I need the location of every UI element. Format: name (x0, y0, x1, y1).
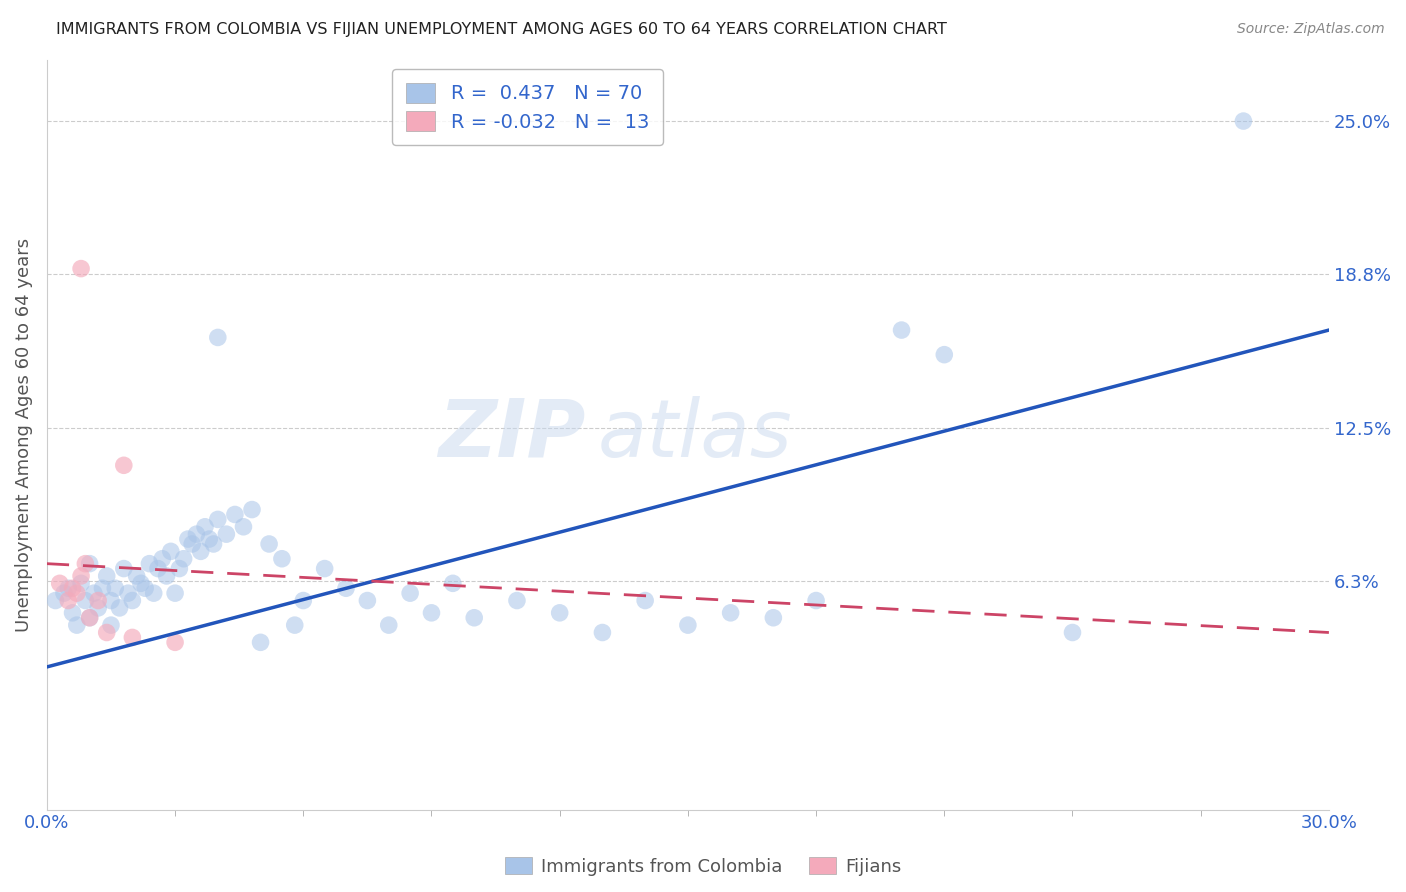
Point (194, 520, 217, 534)
Point (720, 606, 742, 620)
Point (150, 551, 173, 566)
Point (142, 586, 165, 600)
Point (100, 593, 122, 607)
Point (121, 593, 143, 607)
Point (108, 601, 131, 615)
Point (399, 586, 422, 600)
Point (207, 330, 229, 344)
Text: atlas: atlas (598, 395, 793, 474)
Legend: Immigrants from Colombia, Fijians: Immigrants from Colombia, Fijians (498, 850, 908, 883)
Point (129, 576, 152, 591)
Point (215, 527, 238, 541)
Point (100, 618, 122, 632)
Text: Source: ZipAtlas.com: Source: ZipAtlas.com (1237, 22, 1385, 37)
Point (70, 576, 93, 591)
Point (62, 581, 84, 595)
Point (240, 502, 263, 516)
Point (634, 593, 657, 607)
Point (48, 576, 70, 591)
Point (173, 551, 195, 566)
Legend: R =  0.437   N = 70, R = -0.032   N =  13: R = 0.437 N = 70, R = -0.032 N = 13 (392, 70, 662, 145)
Point (202, 537, 225, 551)
Point (232, 520, 254, 534)
Point (591, 625, 613, 640)
Point (335, 581, 357, 595)
Point (676, 618, 699, 632)
Point (548, 606, 571, 620)
Point (134, 581, 156, 595)
Point (87, 593, 110, 607)
Point (117, 586, 139, 600)
Point (420, 606, 443, 620)
Point (934, 348, 956, 362)
Point (155, 569, 177, 583)
Point (356, 593, 378, 607)
Point (96, 625, 118, 640)
Point (169, 561, 191, 575)
Point (58, 581, 80, 595)
Point (165, 635, 187, 649)
Point (44, 593, 66, 607)
Point (146, 561, 169, 575)
Point (177, 532, 200, 546)
Point (890, 323, 912, 337)
Point (190, 544, 212, 558)
Y-axis label: Unemployment Among Ages 60 to 64 years: Unemployment Among Ages 60 to 64 years (15, 237, 32, 632)
Point (1232, 114, 1254, 128)
Point (257, 537, 280, 551)
Point (165, 586, 187, 600)
Text: IMMIGRANTS FROM COLOMBIA VS FIJIAN UNEMPLOYMENT AMONG AGES 60 TO 64 YEARS CORREL: IMMIGRANTS FROM COLOMBIA VS FIJIAN UNEMP… (56, 22, 948, 37)
Point (224, 508, 246, 522)
Point (62, 606, 84, 620)
Point (75, 557, 97, 571)
Point (83, 586, 105, 600)
Point (70, 261, 93, 276)
Point (159, 544, 181, 558)
Point (762, 611, 785, 625)
Point (186, 527, 208, 541)
Point (75, 593, 97, 607)
Point (271, 551, 294, 566)
Point (1062, 625, 1084, 640)
Point (198, 532, 221, 546)
Point (804, 593, 827, 607)
Point (66, 618, 89, 632)
Point (112, 458, 135, 473)
Point (87, 601, 110, 615)
Point (292, 593, 315, 607)
Point (112, 561, 135, 575)
Point (121, 631, 143, 645)
Point (91, 581, 114, 595)
Point (79, 557, 101, 571)
Point (53, 586, 76, 600)
Point (249, 635, 271, 649)
Text: ZIP: ZIP (437, 395, 585, 474)
Point (66, 586, 89, 600)
Point (377, 618, 399, 632)
Point (79, 611, 101, 625)
Point (104, 581, 127, 595)
Point (441, 576, 464, 591)
Point (70, 569, 93, 583)
Point (138, 557, 160, 571)
Point (314, 561, 336, 575)
Point (506, 593, 529, 607)
Point (58, 593, 80, 607)
Point (207, 512, 229, 526)
Point (181, 537, 204, 551)
Point (463, 611, 485, 625)
Point (96, 569, 118, 583)
Point (284, 618, 307, 632)
Point (125, 569, 148, 583)
Point (79, 611, 101, 625)
